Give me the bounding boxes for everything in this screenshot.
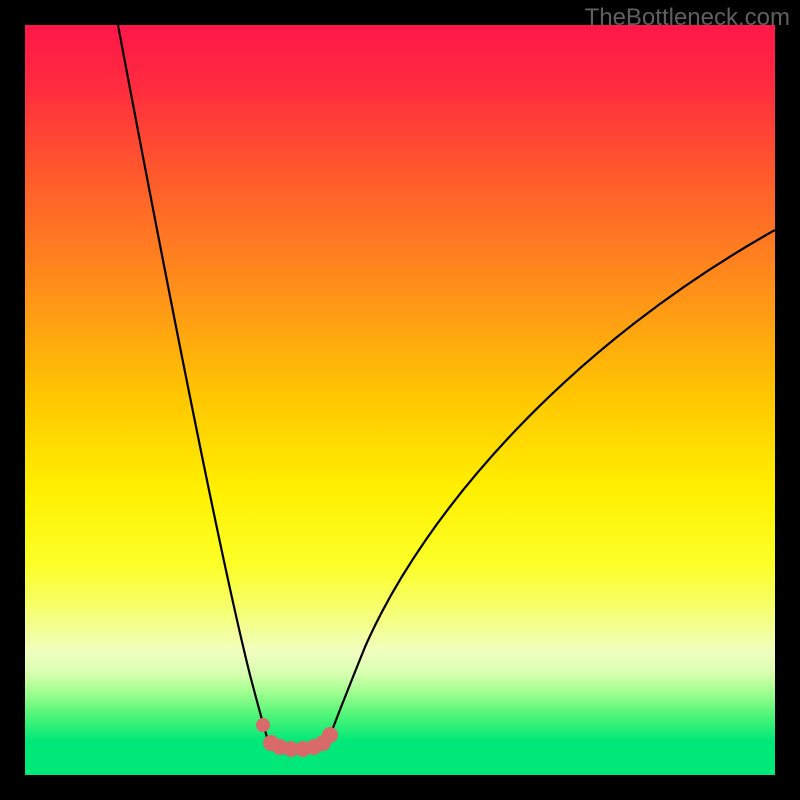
bottom-marker <box>322 727 338 743</box>
bottom-marker <box>256 718 270 732</box>
chart-svg <box>25 25 775 775</box>
gradient-background <box>25 25 775 775</box>
watermark-text: TheBottleneck.com <box>585 4 790 32</box>
chart-container: TheBottleneck.com <box>0 0 800 800</box>
plot-area <box>25 25 775 775</box>
